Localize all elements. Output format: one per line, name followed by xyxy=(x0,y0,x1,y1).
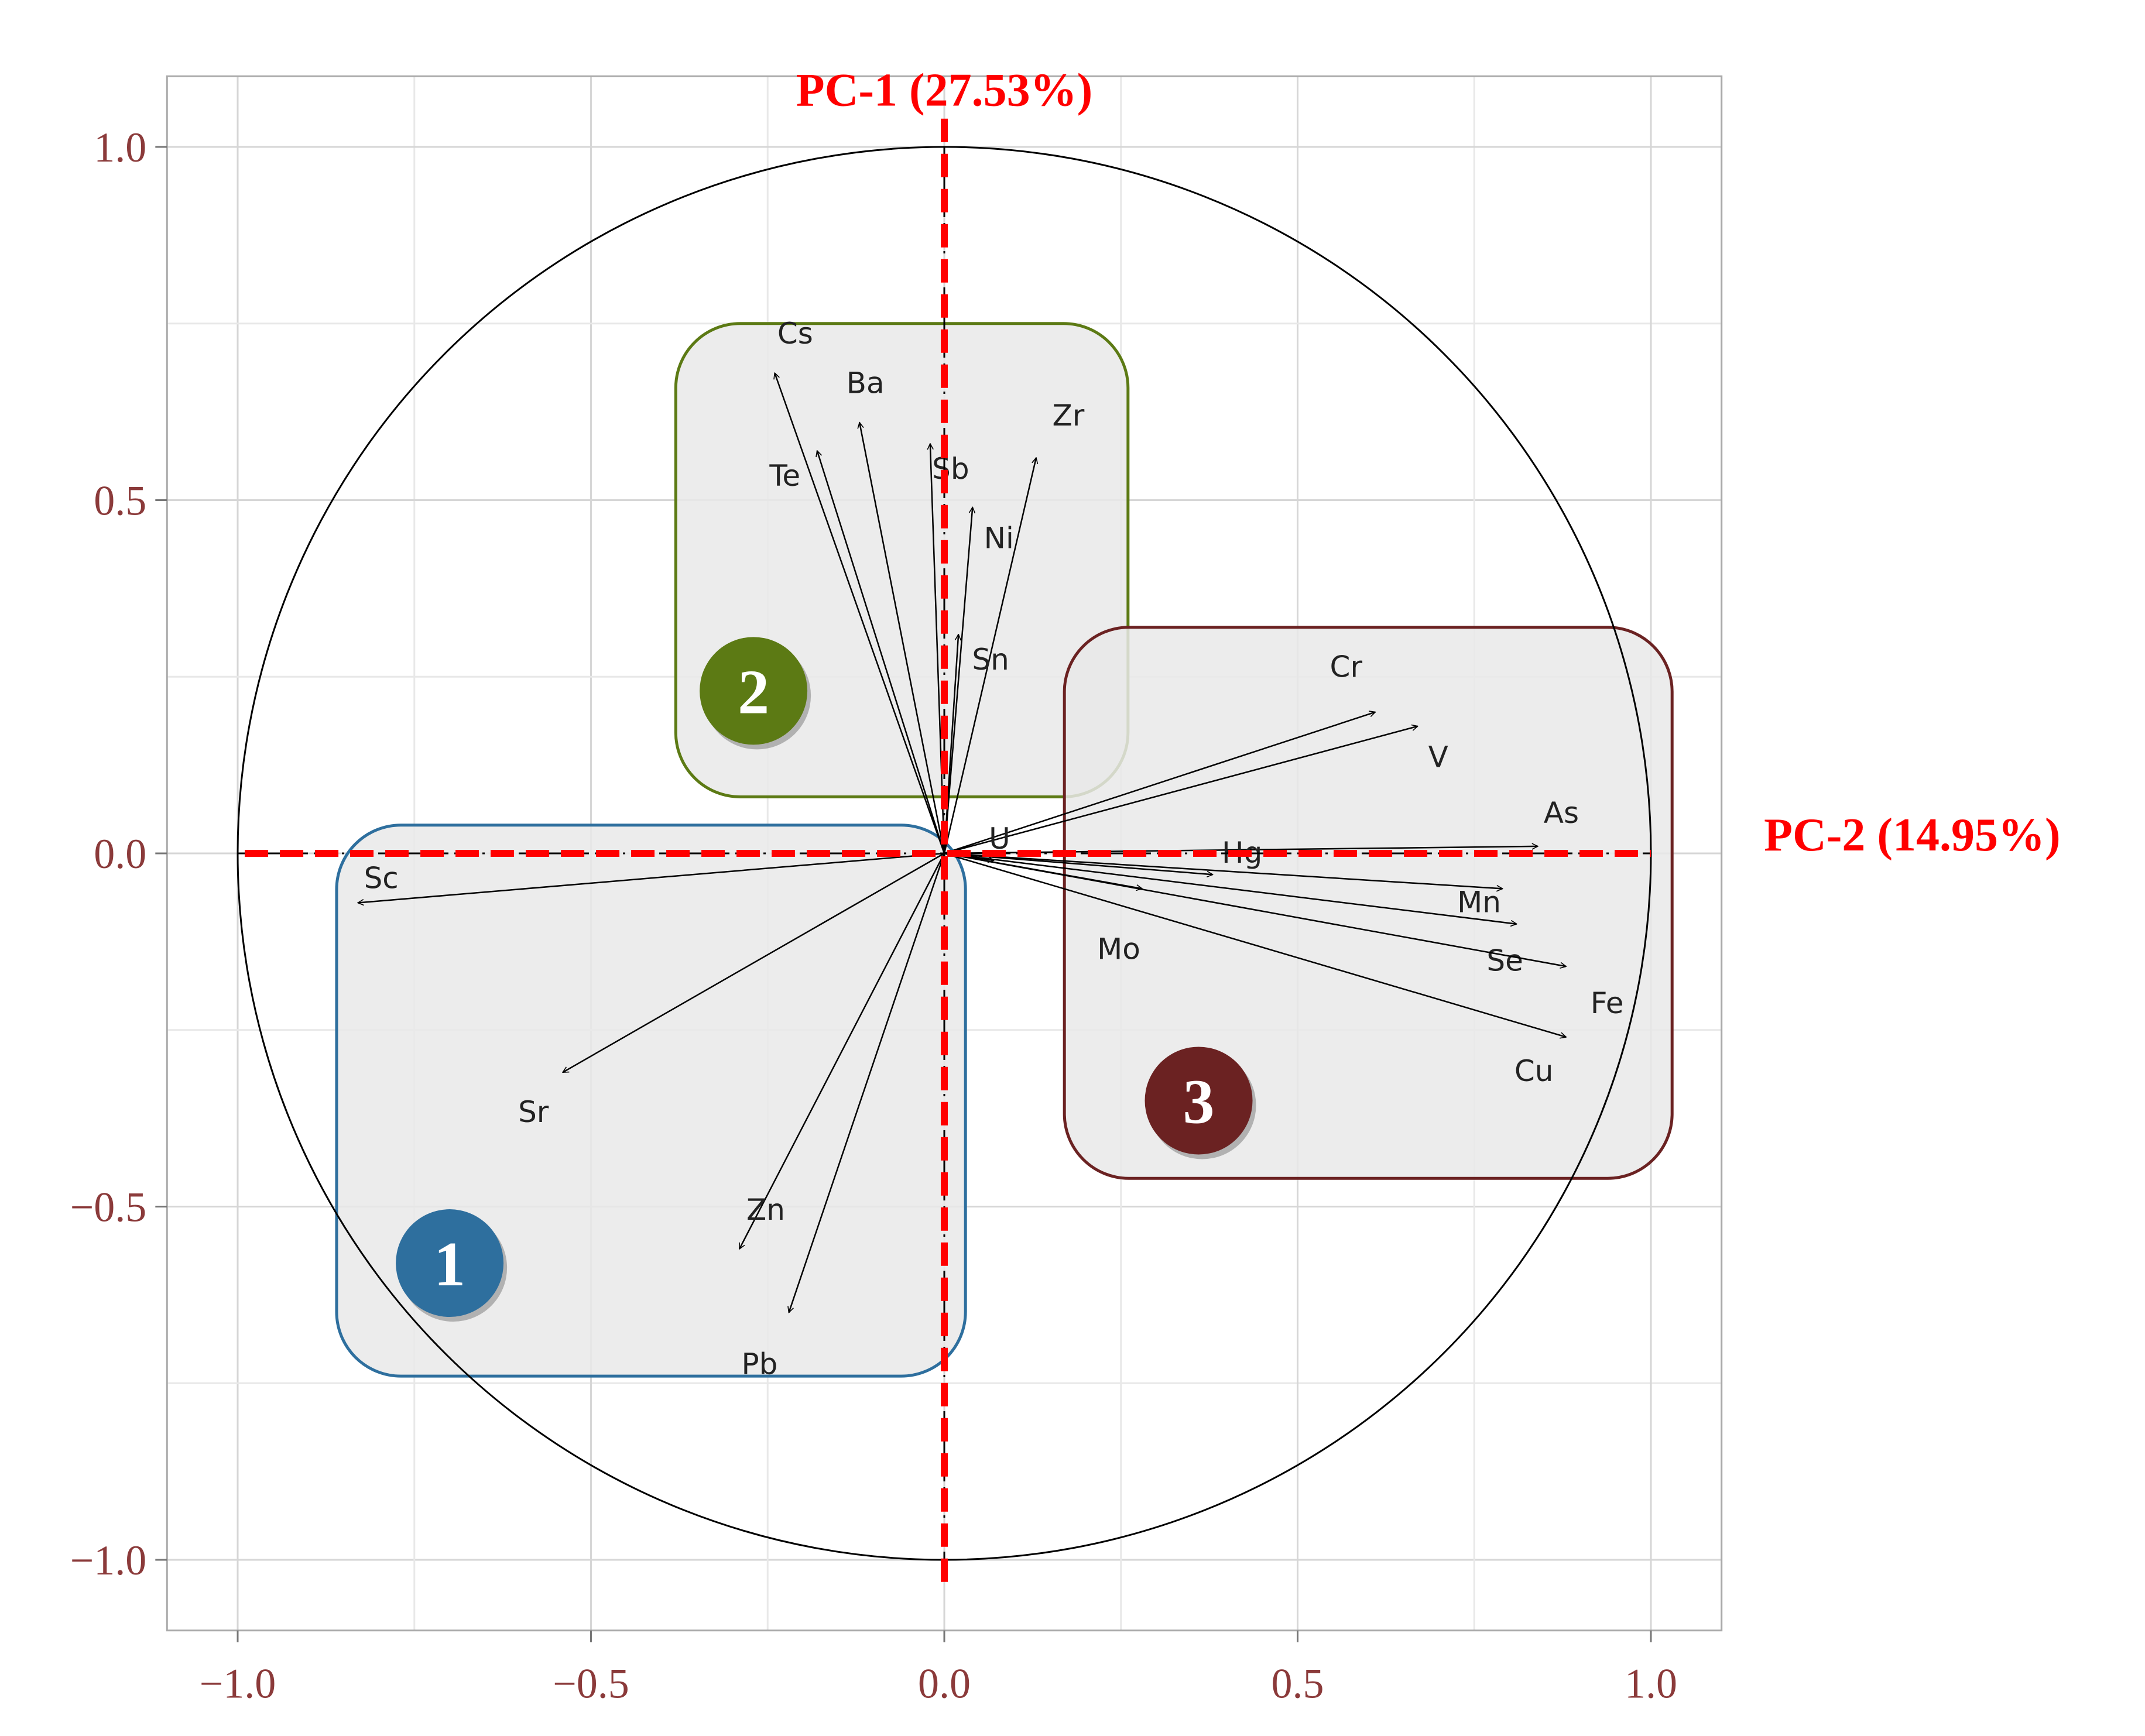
group-2-badge xyxy=(700,637,808,745)
vector-label-v: V xyxy=(1428,740,1448,774)
y-tick-label: −0.5 xyxy=(70,1184,147,1231)
group-3-box xyxy=(1063,626,1674,1180)
group-2-badge-label: 2 xyxy=(738,657,769,727)
vector-arrow-sb xyxy=(930,444,945,854)
vector-label-cr: Cr xyxy=(1330,650,1363,684)
vector-arrow-ni xyxy=(943,507,972,854)
vector-label-sb: Sb xyxy=(932,452,969,486)
vector-arrow-fe xyxy=(944,852,1566,966)
vector-arrow-cu xyxy=(944,852,1566,1037)
vector-label-ni: Ni xyxy=(984,522,1014,555)
vector-label-te: Te xyxy=(769,459,800,493)
group-1-badge xyxy=(396,1209,504,1318)
vector-label-mo: Mo xyxy=(1097,932,1140,966)
y-axis-ticks: 1.0 0.5 0.0 −0.5 −1.0 xyxy=(70,124,167,1584)
vector-label-mn: Mn xyxy=(1457,885,1501,919)
vector-label-sr: Sr xyxy=(518,1095,549,1129)
x-tick-label: 0.5 xyxy=(1272,1660,1324,1707)
vector-arrow-ba xyxy=(859,423,945,854)
vector-arrow-cr xyxy=(944,712,1375,855)
vector-label-sc: Sc xyxy=(364,861,399,895)
y-tick-label: −1.0 xyxy=(70,1537,147,1584)
vector-label-se: Se xyxy=(1486,944,1523,978)
y-tick-label: 0.0 xyxy=(94,831,146,877)
pc1-axis-title: PC-1 (27.53%) xyxy=(796,64,1093,116)
vector-arrow-as xyxy=(944,846,1538,855)
reference-lines xyxy=(238,118,1651,1589)
vector-arrow-sr xyxy=(563,852,945,1073)
vector-label-zr: Zr xyxy=(1053,399,1085,433)
y-tick-label: 0.5 xyxy=(94,478,146,524)
vector-label-cs: Cs xyxy=(777,317,813,351)
vector-label-as: As xyxy=(1544,796,1579,830)
group-1-badge-label: 1 xyxy=(434,1230,465,1299)
vector-arrow-sc xyxy=(358,852,945,903)
vector-label-zn: Zn xyxy=(746,1193,785,1227)
vector-label-ba: Ba xyxy=(847,366,885,400)
x-axis-ticks: −1.0 −0.5 0.0 0.5 1.0 xyxy=(200,1630,1677,1707)
vector-arrow-pb xyxy=(789,853,945,1313)
group-badges: 1 2 3 xyxy=(396,637,1256,1322)
vector-arrow-cs xyxy=(775,373,945,854)
vector-arrow-se xyxy=(944,852,1517,924)
x-tick-label: 1.0 xyxy=(1625,1660,1677,1707)
vector-label-fe: Fe xyxy=(1591,986,1624,1020)
y-tick-label: 1.0 xyxy=(94,124,146,171)
vector-arrow-v xyxy=(944,726,1418,855)
x-tick-label: −0.5 xyxy=(553,1660,629,1707)
vector-arrow-mn xyxy=(944,852,1503,888)
vector-label-cu: Cu xyxy=(1514,1054,1554,1088)
vector-label-pb: Pb xyxy=(742,1347,778,1381)
vector-arrow-zn xyxy=(738,853,945,1249)
x-tick-label: −1.0 xyxy=(200,1660,276,1707)
group-boxes xyxy=(335,322,1674,1378)
vector-label-sn: Sn xyxy=(972,643,1009,677)
vector-arrow-sn xyxy=(943,634,958,854)
x-tick-label: 0.0 xyxy=(918,1660,971,1707)
group-3-badge xyxy=(1145,1047,1253,1155)
group-3-badge-label: 3 xyxy=(1183,1067,1215,1137)
vector-arrow-zr xyxy=(943,458,1036,854)
vector-arrow-te xyxy=(817,451,945,854)
pc2-axis-title: PC-2 (14.95%) xyxy=(1764,809,2061,861)
